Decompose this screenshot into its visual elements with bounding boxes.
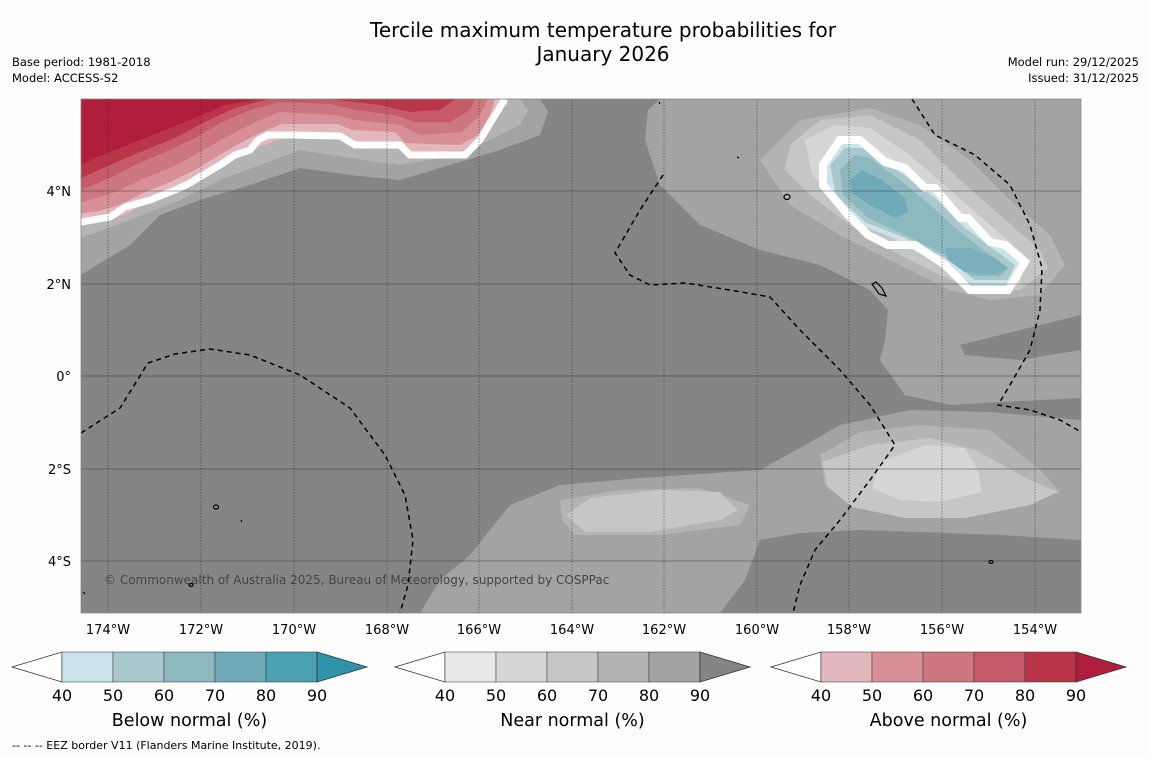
- colorbar-cell: [597, 651, 650, 683]
- lon-label: 168°W: [365, 623, 409, 638]
- colorbar-cell: [214, 651, 267, 683]
- colorbar-cell: [546, 651, 599, 683]
- lat-label: 2°S: [48, 463, 71, 478]
- colorbar-tick-label: 80: [639, 686, 659, 705]
- lat-labels: 4°N 2°N 0° 2°S 4°S: [47, 185, 72, 570]
- colorbar-low-extension: [10, 651, 63, 683]
- colorbar-tick-label: 70: [964, 686, 984, 705]
- colorbar-tick-label: 90: [1066, 686, 1086, 705]
- lat-label: 4°N: [47, 185, 72, 200]
- colorbar-cell: [112, 651, 165, 683]
- lon-label: 162°W: [642, 623, 686, 638]
- copyright-text: © Commonwealth of Australia 2025, Bureau…: [104, 573, 609, 587]
- title-line-2: January 2026: [536, 42, 670, 66]
- colorbar-tick-label: 40: [811, 686, 831, 705]
- meta-right: Model run: 29/12/2025 Issued: 31/12/2025: [1008, 54, 1139, 86]
- contour-above-40: [81, 99, 508, 226]
- lon-label: 156°W: [920, 623, 964, 638]
- colorbar-2: 40 50 60 70 80 90 Above normal (%): [769, 651, 1128, 731]
- eez-footnote: -- -- -- EEZ border V11 (Flanders Marine…: [12, 739, 321, 752]
- map-field: © Commonwealth of Australia 2025, Bureau…: [81, 99, 1081, 613]
- contour-below-40: [819, 136, 1031, 294]
- colorbar-cell: [820, 651, 873, 683]
- meta-left: Base period: 1981-2018 Model: ACCESS-S2: [12, 54, 151, 86]
- colorbar-cell: [444, 651, 497, 683]
- lon-label: 160°W: [735, 623, 779, 638]
- colorbar-tick-label: 40: [435, 686, 455, 705]
- colorbar-cell: [495, 651, 548, 683]
- colorbar-cell: [922, 651, 975, 683]
- chart-title: Tercile maximum temperature probabilitie…: [0, 18, 1150, 66]
- field-near-60-s: [566, 490, 738, 532]
- model-run: Model run: 29/12/2025: [1007, 55, 1139, 69]
- lon-label: 170°W: [272, 623, 316, 638]
- colorbar-tick-label: 70: [588, 686, 608, 705]
- colorbar-label: Above normal (%): [870, 711, 1028, 731]
- colorbar-cell: [61, 651, 114, 683]
- colorbar-cell: [265, 651, 318, 683]
- colorbar-tick-label: 80: [256, 686, 276, 705]
- colorbar-low-extension: [769, 651, 822, 683]
- lon-label: 174°W: [86, 623, 130, 638]
- lon-label: 166°W: [457, 623, 501, 638]
- colorbar-1: 40 50 60 70 80 90 Near normal (%): [393, 651, 752, 731]
- model-name: Model: ACCESS-S2: [12, 71, 119, 85]
- colorbar-cell: [973, 651, 1026, 683]
- colorbar-cell: [648, 651, 701, 683]
- colorbar-label: Below normal (%): [112, 711, 267, 731]
- title-line-1: Tercile maximum temperature probabilitie…: [370, 18, 836, 42]
- lon-label: 172°W: [179, 623, 223, 638]
- colorbar-tick-label: 70: [205, 686, 225, 705]
- colorbar-cell: [163, 651, 216, 683]
- base-period: Base period: 1981-2018: [12, 55, 151, 69]
- islands: [82, 101, 994, 595]
- lon-label: 154°W: [1013, 623, 1057, 638]
- lat-label: 0°: [56, 370, 71, 385]
- colorbar-0: 40 50 60 70 80 90 Below normal (%): [10, 651, 369, 731]
- colorbar-low-extension: [393, 651, 446, 683]
- colorbar-tick-label: 50: [862, 686, 882, 705]
- colorbar-tick-label: 90: [307, 686, 327, 705]
- colorbar-tick-label: 40: [52, 686, 72, 705]
- field-below-80: [850, 170, 908, 218]
- colorbar-tick-label: 90: [690, 686, 710, 705]
- field-below-80b: [945, 248, 1008, 274]
- colorbar-tick-label: 60: [913, 686, 933, 705]
- lat-label: 4°S: [48, 555, 71, 570]
- issued-date: Issued: 31/12/2025: [1028, 71, 1139, 85]
- map-frame: [80, 98, 1082, 614]
- colorbar-high-extension: [699, 651, 752, 683]
- colorbar-high-extension: [1075, 651, 1128, 683]
- field-above-90: [81, 99, 420, 165]
- lon-label: 158°W: [827, 623, 871, 638]
- colorbar-label: Near normal (%): [500, 711, 645, 731]
- colorbar-tick-label: 80: [1015, 686, 1035, 705]
- eez-borders: [81, 99, 1081, 613]
- colorbar-tick-label: 60: [154, 686, 174, 705]
- colorbar-cell: [871, 651, 924, 683]
- colorbar-high-extension: [316, 651, 369, 683]
- colorbar-tick-label: 50: [103, 686, 123, 705]
- colorbar-tick-label: 60: [537, 686, 557, 705]
- colorbar-cell: [1024, 651, 1077, 683]
- colorbar-tick-label: 50: [486, 686, 506, 705]
- field-near-50-se: [872, 445, 982, 502]
- lon-label: 164°W: [550, 623, 594, 638]
- colorbars: 40 50 60 70 80 90 Below normal (%) 40 50 60 70 80 90…: [10, 651, 1128, 731]
- lat-label: 2°N: [47, 278, 72, 293]
- lon-labels: 174°W 172°W 170°W 168°W 166°W 164°W 162°…: [86, 623, 1057, 638]
